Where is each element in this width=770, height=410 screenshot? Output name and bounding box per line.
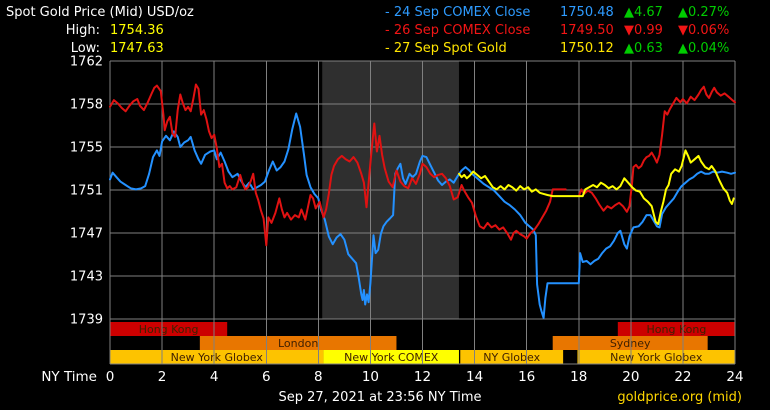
source-link[interactable]: goldprice.org (mid) xyxy=(617,390,742,405)
high-value: 1754.36 xyxy=(110,23,164,38)
x-tick-label: 22 xyxy=(674,369,691,385)
legend-series-label: - 24 Sep COMEX Close xyxy=(385,5,531,20)
y-tick-label: 1758 xyxy=(70,98,103,113)
y-tick-label: 1743 xyxy=(70,270,103,285)
session-bar-label: New York Globex xyxy=(610,351,703,364)
x-tick-label: 0 xyxy=(106,369,115,385)
legend-series-value: 1749.50 xyxy=(560,23,614,38)
session-bar-label: New York Globex xyxy=(171,351,264,364)
session-bar-label: NY Globex xyxy=(483,351,540,364)
legend-series-change: ▲0.63 xyxy=(624,41,663,56)
session-bar xyxy=(577,350,735,364)
y-tick-label: 1751 xyxy=(70,184,103,199)
y-tick-label: 1755 xyxy=(70,141,103,156)
y-tick-label: 1739 xyxy=(70,313,103,328)
x-tick-label: 18 xyxy=(570,369,587,385)
session-bar xyxy=(323,350,459,364)
x-tick-label: 24 xyxy=(726,369,743,385)
y-tick-label: 1762 xyxy=(70,55,103,70)
legend-series-percent: ▲0.04% xyxy=(678,41,730,56)
y-tick-label: 1747 xyxy=(70,227,103,242)
legend-series-label: - 26 Sep COMEX Close xyxy=(385,23,531,38)
x-tick-label: 10 xyxy=(362,369,379,385)
x-tick-label: 2 xyxy=(158,369,167,385)
x-tick-label: 6 xyxy=(262,369,271,385)
x-tick-label: 8 xyxy=(314,369,323,385)
timestamp: Sep 27, 2021 at 23:56 NY Time xyxy=(278,390,482,405)
price-series-line xyxy=(109,83,567,247)
legend-series-percent: ▼0.06% xyxy=(678,23,730,38)
x-tick-label: 12 xyxy=(414,369,431,385)
x-tick-label: 4 xyxy=(210,369,219,385)
session-bar xyxy=(110,322,228,336)
x-tick-label: 14 xyxy=(466,369,483,385)
session-bar xyxy=(460,350,564,364)
x-axis-label: NY Time xyxy=(41,369,97,385)
session-bar-label: Hong Kong xyxy=(647,323,707,336)
session-bar-label: Hong Kong xyxy=(139,323,199,336)
legend-series-percent: ▲0.27% xyxy=(678,5,730,20)
page-title: Spot Gold Price (Mid) USD/oz xyxy=(6,5,194,20)
price-series-line xyxy=(577,85,736,213)
legend-series-change: ▼0.99 xyxy=(624,23,663,38)
legend-series-label: - 27 Sep Spot Gold xyxy=(385,41,507,56)
session-bar-label: London xyxy=(278,337,318,350)
low-value: 1747.63 xyxy=(110,41,164,56)
x-tick-label: 20 xyxy=(622,369,639,385)
session-bar xyxy=(199,336,397,350)
price-series-line xyxy=(109,112,736,319)
session-bar xyxy=(617,322,735,336)
low-label: Low: xyxy=(70,41,100,56)
legend-series-value: 1750.48 xyxy=(560,5,614,20)
session-bar xyxy=(552,336,708,350)
session-bar xyxy=(110,350,324,364)
session-bar-label: New York COMEX xyxy=(344,351,439,364)
high-label: High: xyxy=(65,23,100,38)
legend-series-value: 1750.12 xyxy=(560,41,614,56)
price-series-line xyxy=(458,149,735,226)
x-tick-label: 16 xyxy=(518,369,535,385)
legend-series-change: ▲4.67 xyxy=(624,5,663,20)
